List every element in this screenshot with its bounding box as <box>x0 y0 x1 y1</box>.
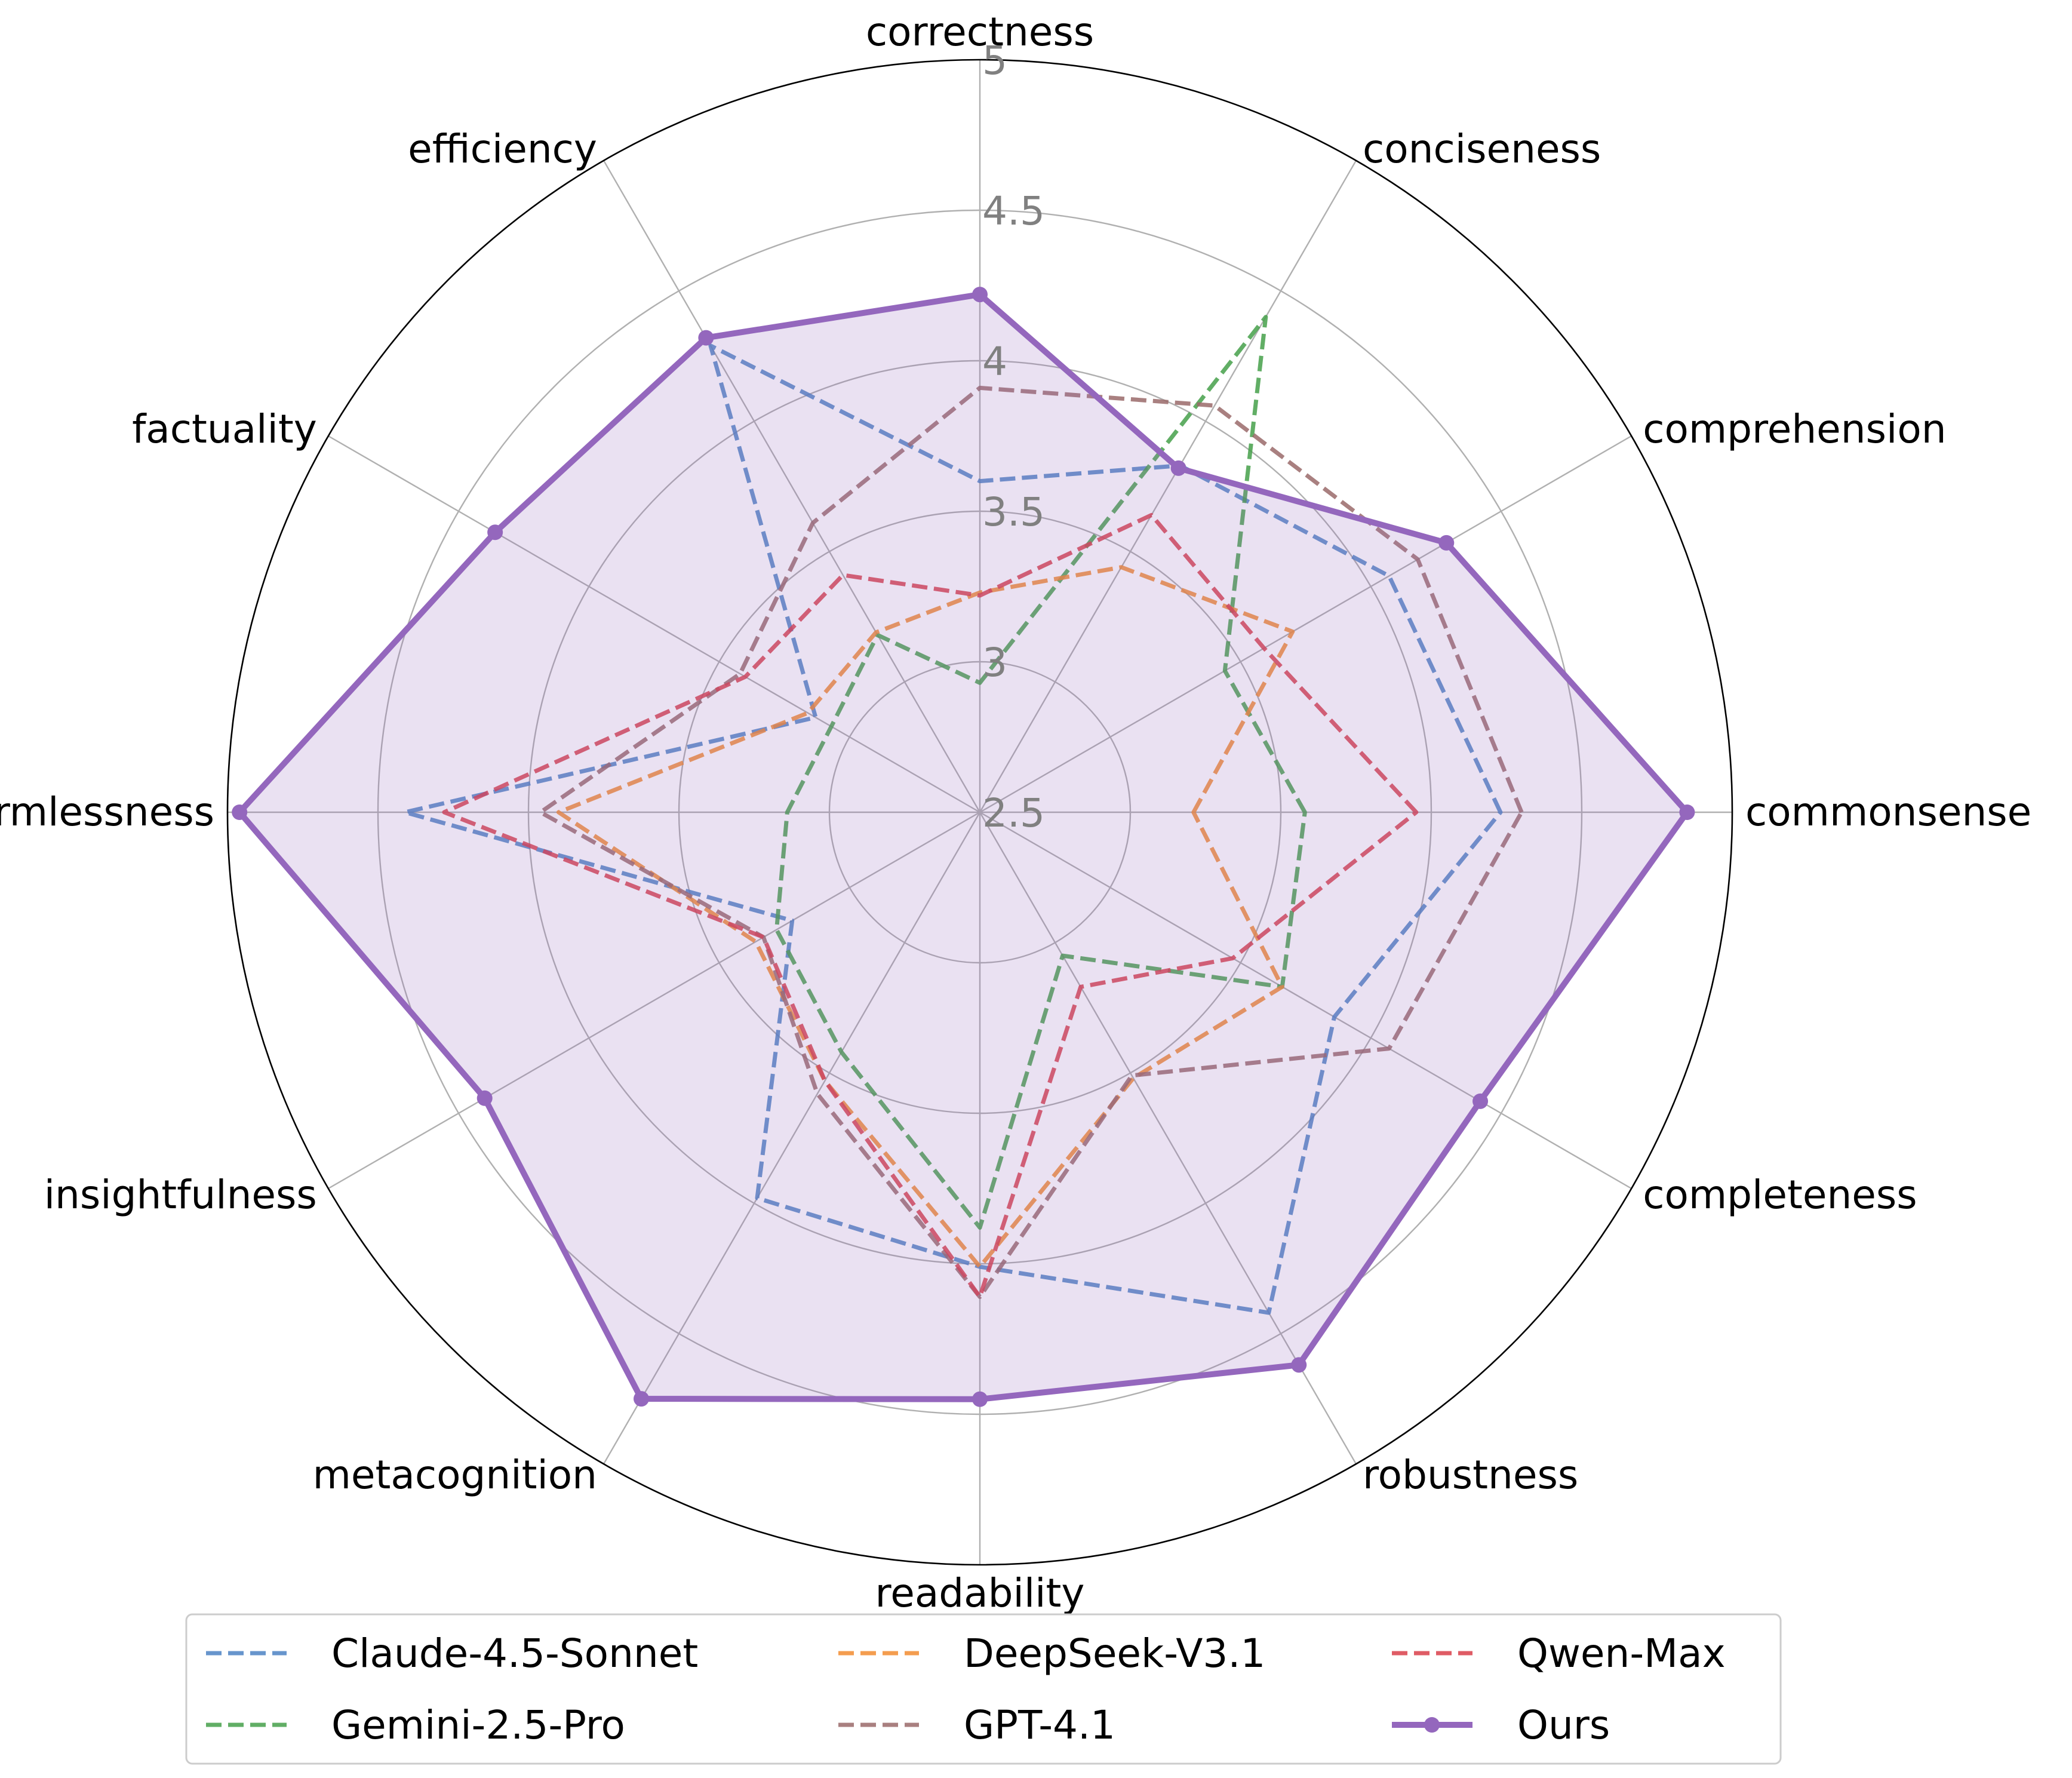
axis-label-completeness: completeness <box>1643 1172 1917 1218</box>
axis-label-conciseness: conciseness <box>1363 126 1601 172</box>
legend-item-ours-label: Ours <box>1517 1702 1610 1748</box>
axis-label-efficiency: efficiency <box>408 126 597 172</box>
series-qwen-max-line <box>442 512 1419 1299</box>
series-ours-point-efficiency <box>698 330 714 346</box>
axis-label-readability: readability <box>875 1570 1085 1616</box>
series-ours-point-robustness <box>1291 1357 1307 1373</box>
axis-label-comprehension: comprehension <box>1643 406 1946 452</box>
axis-labels: commonsense comprehension conciseness corre… <box>0 9 2031 1616</box>
legend-box <box>185 1613 1782 1765</box>
tick-label-3-5: 3.5 <box>982 489 1045 535</box>
legend-item-deepseek-v3-1-label: DeepSeek-V3.1 <box>964 1630 1265 1676</box>
series-ours-point-conciseness <box>1170 460 1186 476</box>
legend-item-gpt-4-1-label: GPT-4.1 <box>964 1702 1115 1748</box>
series-ours-point-correctness <box>972 287 988 303</box>
series-ours-point-factuality <box>487 524 503 541</box>
axis-label-robustness: robustness <box>1363 1452 1578 1498</box>
tick-label-5: 5 <box>982 38 1007 84</box>
legend-item-qwen-max: Qwen-Max <box>1392 1630 1726 1676</box>
series-ours-point-completeness <box>1472 1093 1489 1109</box>
series-ours-point-comprehension <box>1438 535 1455 551</box>
spoke-comprehension <box>979 435 1632 813</box>
legend-item-gemini-2-5-pro: Gemini-2.5-Pro <box>206 1702 625 1748</box>
axis-label-insightfulness: insightfulness <box>44 1172 317 1218</box>
tick-label-4-5: 4.5 <box>982 188 1045 234</box>
spoke-conciseness <box>979 160 1357 813</box>
tick-label-4: 4 <box>982 339 1007 385</box>
polar-frame <box>226 59 1733 1566</box>
legend-item-claude-4-5-sonnet: Claude-4.5-Sonnet <box>206 1630 698 1676</box>
legend-item-qwen-max-label: Qwen-Max <box>1517 1630 1726 1676</box>
series-ours-point-commonsense <box>1679 804 1695 820</box>
legend: Claude-4.5-Sonnet Gemini-2.5-Pro DeepSeek-… <box>185 1613 1782 1765</box>
spoke-efficiency <box>602 160 981 813</box>
series-ours-point-insightfulness <box>477 1090 493 1106</box>
spoke-factuality <box>328 435 980 813</box>
spoke-insightfulness <box>328 811 980 1190</box>
grid <box>226 59 1733 1566</box>
axis-label-factuality: factuality <box>132 406 317 452</box>
series-ours-point-harmlessness <box>232 804 248 820</box>
series-ours-point-metacognition <box>634 1391 649 1407</box>
spoke-robustness <box>979 812 1357 1464</box>
legend-item-gpt-4-1: GPT-4.1 <box>838 1702 1115 1748</box>
series-ours-fill <box>239 294 1687 1399</box>
legend-item-ours: Ours <box>1392 1702 1610 1748</box>
radial-tick-labels: 2.5 3 3.5 4 4.5 5 <box>982 38 1045 836</box>
spoke-metacognition <box>602 812 981 1464</box>
spoke-completeness <box>979 811 1632 1190</box>
series-gemini-2-5-pro-line <box>774 315 1307 1230</box>
legend-item-ours-marker <box>1424 1717 1440 1733</box>
legend-item-deepseek-v3-1: DeepSeek-V3.1 <box>838 1630 1265 1676</box>
axis-label-metacognition: metacognition <box>313 1452 597 1498</box>
axis-label-harmlessness: harmlessness <box>0 789 214 835</box>
series-area <box>232 287 1695 1407</box>
series-ours-point-readability <box>972 1391 988 1407</box>
legend-item-claude-4-5-sonnet-label: Claude-4.5-Sonnet <box>331 1630 698 1676</box>
axis-label-correctness: correctness <box>866 9 1094 55</box>
legend-item-gemini-2-5-pro-label: Gemini-2.5-Pro <box>331 1702 625 1748</box>
series-deepseek-v3-1-line <box>556 565 1295 1269</box>
tick-label-2-5: 2.5 <box>982 790 1045 836</box>
axis-label-commonsense: commonsense <box>1745 789 2031 835</box>
tick-label-3: 3 <box>982 640 1007 686</box>
